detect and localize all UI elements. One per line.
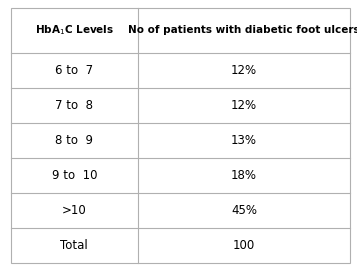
Text: >10: >10 xyxy=(62,204,87,217)
Text: No of patients with diabetic foot ulcers: No of patients with diabetic foot ulcers xyxy=(128,25,357,35)
Text: 100: 100 xyxy=(233,239,255,252)
Text: 12%: 12% xyxy=(231,64,257,77)
Text: 7 to  8: 7 to 8 xyxy=(55,99,93,111)
Text: 6 to  7: 6 to 7 xyxy=(55,64,94,77)
Text: 8 to  9: 8 to 9 xyxy=(55,134,93,147)
Text: 45%: 45% xyxy=(231,204,257,217)
Text: HbA$_1$C Levels: HbA$_1$C Levels xyxy=(35,23,114,37)
Text: 18%: 18% xyxy=(231,169,257,182)
Text: Total: Total xyxy=(60,239,88,252)
Text: 13%: 13% xyxy=(231,134,257,147)
Text: 9 to  10: 9 to 10 xyxy=(51,169,97,182)
Text: 12%: 12% xyxy=(231,99,257,111)
